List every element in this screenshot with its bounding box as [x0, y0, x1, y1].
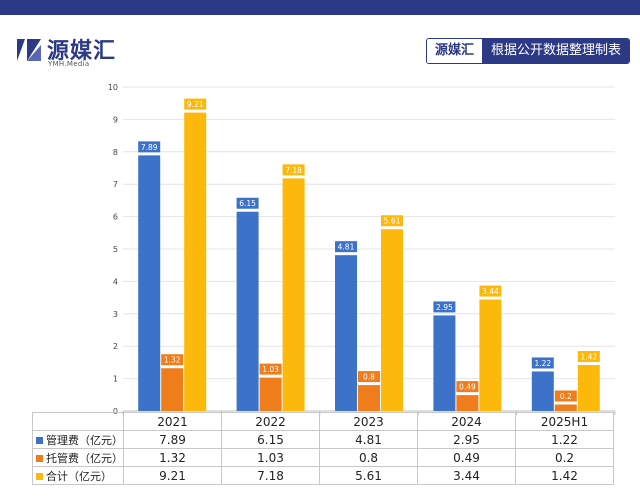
data-label-box [381, 215, 403, 227]
bar [335, 255, 357, 411]
bar [138, 155, 161, 411]
legend-entry: 合计（亿元） [32, 466, 124, 485]
data-label-box [282, 164, 305, 176]
table-cell: 0.2 [515, 448, 614, 467]
table-cell: 1.42 [515, 466, 614, 485]
bar [381, 229, 403, 411]
bar [358, 385, 380, 411]
data-label: 0.8 [363, 373, 375, 382]
bar [184, 112, 207, 411]
y-tick-label: 6 [113, 213, 118, 222]
y-tick-label: 2 [113, 342, 118, 351]
table-cell: 9.21 [123, 466, 222, 485]
table-cell: 0.8 [319, 448, 418, 467]
bar [236, 211, 259, 411]
table-cell: 7.18 [221, 466, 320, 485]
bar [456, 395, 479, 411]
bar [577, 364, 600, 411]
bar [479, 299, 502, 411]
bar [554, 404, 577, 411]
table-corner-cell [32, 412, 124, 431]
y-tick-label: 9 [113, 115, 118, 124]
bar [161, 368, 184, 411]
table-cell: 0.49 [417, 448, 516, 467]
legend-swatch [36, 455, 43, 462]
data-label-box [554, 390, 577, 402]
data-label-box [259, 363, 282, 375]
data-label-box [138, 141, 161, 153]
table-cell: 3.44 [417, 466, 516, 485]
y-tick-label: 5 [113, 245, 118, 254]
series-name: 合计（亿元） [46, 469, 112, 483]
source-badge: 源媒汇 根据公开数据整理制表 [426, 38, 631, 64]
legend-entry: 托管费（亿元） [32, 448, 124, 467]
logo-subtitle: YMH.Media [48, 60, 90, 68]
bar [531, 371, 554, 411]
data-label: 3.44 [482, 287, 499, 296]
table-cell: 1.22 [515, 430, 614, 449]
data-label-box [531, 357, 554, 369]
y-tick-label: 1 [113, 375, 118, 384]
y-tick-label: 7 [113, 180, 118, 189]
data-label-box [358, 371, 380, 383]
data-label-box [577, 350, 600, 362]
source-brand: 源媒汇 [427, 39, 484, 63]
y-tick-label: 10 [108, 83, 118, 92]
data-label-box [236, 197, 259, 209]
legend-entry: 管理费（亿元） [32, 430, 124, 449]
table-cell: 5.61 [319, 466, 418, 485]
logo-text: 源媒汇 [47, 39, 117, 64]
data-label: 7.18 [285, 166, 302, 175]
source-note: 根据公开数据整理制表 [483, 39, 630, 63]
data-label: 1.42 [580, 352, 597, 361]
data-label-box [161, 354, 184, 366]
top-accent-bar [0, 0, 640, 15]
legend-swatch [36, 473, 43, 480]
table-header-row: 2021 2022 2023 2024 2025H1 [32, 412, 614, 431]
series-name: 托管费（亿元） [46, 451, 123, 465]
table-cell: 2.95 [417, 430, 516, 449]
x-category-label: 2021 [123, 412, 222, 431]
x-category-label: 2023 [319, 412, 418, 431]
x-category-label: 2022 [221, 412, 320, 431]
data-label: 4.81 [338, 243, 355, 252]
series-name: 管理费（亿元） [46, 433, 123, 447]
table-cell: 1.32 [123, 448, 222, 467]
data-label-box [433, 301, 456, 313]
data-label: 9.21 [187, 100, 204, 109]
y-tick-label: 3 [113, 310, 118, 319]
data-label: 5.61 [384, 217, 401, 226]
data-label: 7.89 [141, 143, 158, 152]
data-label: 0.2 [560, 392, 572, 401]
data-label-box [479, 285, 502, 297]
table-row: 管理费（亿元） 7.89 6.15 4.81 2.95 1.22 [32, 430, 614, 449]
table-row: 合计（亿元） 9.21 7.18 5.61 3.44 1.42 [32, 466, 614, 485]
table-cell: 4.81 [319, 430, 418, 449]
data-label-box [184, 98, 207, 110]
table-cell: 1.03 [221, 448, 320, 467]
logo-mark-icon [17, 39, 41, 61]
y-tick-label: 8 [113, 148, 118, 157]
data-table: 2021 2022 2023 2024 2025H1 管理费（亿元） 7.89 6.15 4.8… [32, 412, 614, 485]
data-label: 1.22 [534, 359, 551, 368]
bar [433, 315, 456, 411]
data-label-box [335, 241, 357, 253]
y-tick-label: 0 [113, 407, 118, 416]
data-label: 1.32 [164, 356, 181, 365]
table-row: 托管费（亿元） 1.32 1.03 0.8 0.49 0.2 [32, 448, 614, 467]
bar [259, 377, 282, 411]
x-category-label: 2024 [417, 412, 516, 431]
data-label-box [456, 381, 479, 393]
table-cell: 7.89 [123, 430, 222, 449]
data-label: 2.95 [436, 303, 453, 312]
bar [282, 178, 305, 411]
table-cell: 6.15 [221, 430, 320, 449]
data-label: 6.15 [239, 199, 256, 208]
y-tick-label: 4 [113, 277, 118, 286]
data-label: 0.49 [459, 383, 476, 392]
x-category-label: 2025H1 [515, 412, 614, 431]
data-label: 1.03 [262, 365, 279, 374]
legend-swatch [36, 437, 43, 444]
